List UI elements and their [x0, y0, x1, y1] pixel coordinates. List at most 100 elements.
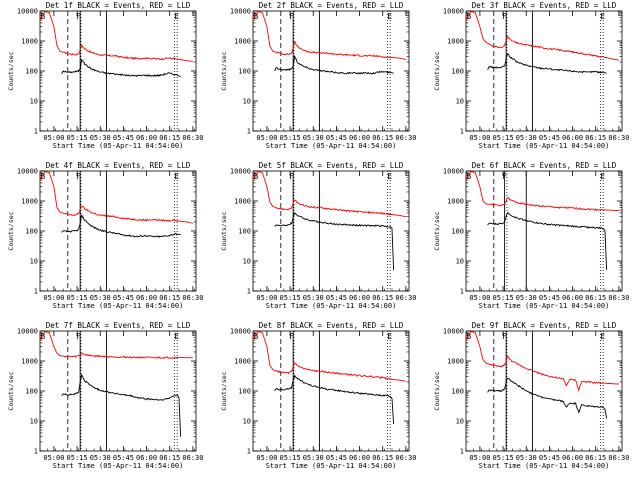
marker-label-end: E [600, 12, 605, 21]
y-tick-label: 10000 [230, 328, 251, 336]
x-tick-label: 06:30 [608, 134, 629, 142]
y-tick-label: 10 [456, 418, 464, 426]
series-events-line [61, 214, 181, 238]
x-tick-label: 05:00 [469, 294, 490, 302]
y-tick-label: 1000 [447, 38, 464, 46]
series-events-line [274, 374, 395, 424]
plot-frame [465, 10, 623, 132]
x-tick-label: 06:00 [562, 134, 583, 142]
y-axis-label: Counts/sec [433, 51, 441, 90]
x-tick-label: 05:00 [256, 134, 277, 142]
y-tick-label: 10000 [230, 8, 251, 16]
x-tick-label: 06:30 [608, 294, 629, 302]
y-tick-label: 1000 [447, 198, 464, 206]
y-tick-label: 1000 [234, 358, 251, 366]
series-events-line [61, 58, 181, 78]
x-tick-label: 05:30 [303, 134, 324, 142]
panel-det-7: Det 7f BLACK = Events, RED = LLD 1 10 100 10… [7, 321, 203, 470]
y-axis-label: Counts/sec [7, 371, 15, 410]
x-tick-label: 05:15 [280, 454, 301, 462]
y-tick-label: 1000 [447, 358, 464, 366]
y-tick-label: 1000 [21, 198, 38, 206]
y-tick-label: 10 [243, 98, 251, 106]
panel-det-3: Det 3f BLACK = Events, RED = LLD 1 10 100 10… [433, 1, 629, 150]
x-tick-label: 05:45 [113, 294, 134, 302]
marker-label-flare: F [76, 172, 81, 181]
panel-det-9: Det 9f BLACK = Events, RED = LLD 1 10 100 10… [433, 321, 629, 470]
marker-label-flare: F [76, 332, 81, 341]
panel-det-6: Det 6f BLACK = Events, RED = LLD 1 10 100 10… [433, 161, 629, 310]
y-tick-label: 1000 [234, 198, 251, 206]
x-tick-label: 05:45 [326, 294, 347, 302]
marker-label-end: E [387, 332, 392, 341]
x-tick-label: 06:15 [372, 294, 393, 302]
y-tick-label: 10 [456, 98, 464, 106]
x-tick-label: 06:15 [372, 454, 393, 462]
marker-label-flare: F [76, 12, 81, 21]
x-axis-label: Start Time (05-Apr-11 04:54:00) [266, 302, 397, 310]
y-axis-label: Counts/sec [220, 371, 228, 410]
x-tick-label: 06:15 [159, 454, 180, 462]
y-axis-label: Counts/sec [433, 211, 441, 250]
x-tick-label: 06:00 [349, 294, 370, 302]
x-tick-label: 06:15 [585, 134, 606, 142]
x-tick-label: 05:15 [493, 294, 514, 302]
x-tick-label: 06:30 [182, 134, 203, 142]
marker-label-begin: B [40, 172, 45, 181]
series-lld-line [40, 331, 193, 360]
series-events-line [487, 212, 608, 271]
x-tick-label: 06:00 [136, 294, 157, 302]
y-axis-label: Counts/sec [7, 51, 15, 90]
x-tick-label: 05:45 [539, 454, 560, 462]
x-axis-label: Start Time (05-Apr-11 04:54:00) [479, 302, 610, 310]
y-tick-label: 100 [25, 388, 38, 396]
marker-label-end: E [174, 172, 179, 181]
y-tick-label: 1 [34, 288, 38, 296]
x-tick-label: 05:00 [43, 454, 64, 462]
y-tick-label: 1000 [234, 38, 251, 46]
y-axis-label: Counts/sec [433, 371, 441, 410]
marker-label-end: E [174, 12, 179, 21]
x-tick-label: 05:45 [539, 294, 560, 302]
x-tick-label: 05:30 [516, 454, 537, 462]
x-tick-label: 05:45 [539, 134, 560, 142]
marker-label-begin: B [253, 332, 258, 341]
panel-title: Det 5f BLACK = Events, RED = LLD [259, 161, 404, 170]
x-tick-label: 05:15 [67, 294, 88, 302]
x-tick-label: 05:30 [90, 134, 111, 142]
marker-label-begin: B [466, 12, 471, 21]
y-tick-label: 10000 [443, 8, 464, 16]
marker-label-begin: B [466, 332, 471, 341]
marker-label-flare: F [289, 172, 294, 181]
marker-label-begin: B [466, 172, 471, 181]
panel-det-4: Det 4f BLACK = Events, RED = LLD 1 10 100 10… [7, 161, 203, 310]
plot-frame [252, 170, 410, 292]
x-tick-label: 05:45 [326, 134, 347, 142]
y-tick-label: 10 [456, 258, 464, 266]
y-tick-label: 100 [238, 388, 251, 396]
x-tick-label: 05:00 [256, 294, 277, 302]
y-tick-label: 100 [451, 68, 464, 76]
x-tick-label: 05:30 [90, 454, 111, 462]
x-tick-label: 06:00 [562, 294, 583, 302]
x-tick-label: 05:15 [67, 134, 88, 142]
y-tick-label: 1 [460, 288, 464, 296]
marker-label-end: E [600, 332, 605, 341]
plot-frame [39, 330, 197, 452]
marker-label-begin: B [40, 332, 45, 341]
panel-title: Det 7f BLACK = Events, RED = LLD [46, 321, 191, 330]
series-lld-line [253, 11, 407, 61]
x-axis-label: Start Time (05-Apr-11 04:54:00) [266, 462, 397, 470]
x-axis-label: Start Time (05-Apr-11 04:54:00) [53, 142, 184, 150]
series-lld-line [253, 331, 406, 382]
y-tick-label: 10000 [17, 328, 38, 336]
marker-label-end: E [174, 332, 179, 341]
x-axis-label: Start Time (05-Apr-11 04:54:00) [266, 142, 397, 150]
marker-label-end: E [387, 12, 392, 21]
plot-frame [465, 170, 623, 292]
panel-title: Det 8f BLACK = Events, RED = LLD [259, 321, 404, 330]
y-tick-label: 100 [238, 228, 251, 236]
x-tick-label: 05:30 [516, 134, 537, 142]
panel-det-5: Det 5f BLACK = Events, RED = LLD 1 10 100 10… [220, 161, 416, 310]
